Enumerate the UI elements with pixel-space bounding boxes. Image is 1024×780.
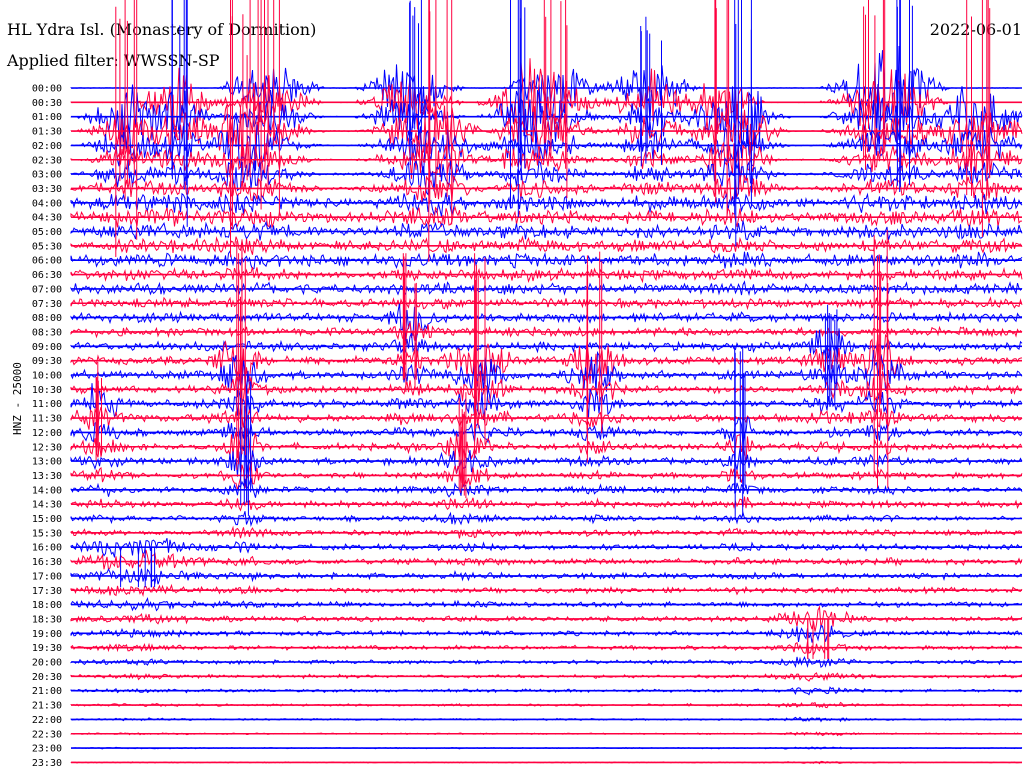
- row-time-label: 14:30: [32, 500, 62, 511]
- row-time-label: 16:00: [32, 543, 62, 554]
- row-time-label: 09:00: [32, 342, 62, 353]
- row-time-label: 16:30: [32, 557, 62, 568]
- row-time-label: 22:00: [32, 715, 62, 726]
- trace-line: [70, 370, 1023, 405]
- trace-line: [70, 477, 1023, 498]
- row-time-label: 22:30: [32, 729, 62, 740]
- row-time-label: 03:00: [32, 170, 62, 181]
- row-time-label: 17:30: [32, 586, 62, 597]
- row-time-label: 10:30: [32, 385, 62, 396]
- row-time-label: 13:30: [32, 471, 62, 482]
- row-time-label: 19:30: [32, 643, 62, 654]
- row-time-label: 15:30: [32, 528, 62, 539]
- row-time-label: 21:00: [32, 686, 62, 697]
- row-time-label: 23:30: [32, 758, 62, 769]
- row-time-label: 12:30: [32, 442, 62, 453]
- row-time-label: 08:00: [32, 313, 62, 324]
- row-time-label: 02:30: [32, 155, 62, 166]
- time-label-group: 00:00 00:30 01:00 01:30 02:00 02:30 03:00 03:30…: [32, 84, 62, 769]
- trace-group: [70, 0, 1023, 765]
- trace-line: [70, 296, 1023, 311]
- trace-line: [70, 220, 1023, 241]
- row-time-label: 09:30: [32, 356, 62, 367]
- row-time-label: 00:00: [32, 84, 62, 95]
- row-time-label: 04:30: [32, 213, 62, 224]
- row-time-label: 19:00: [32, 629, 62, 640]
- date-label: 2022-06-01: [929, 20, 1022, 39]
- row-time-label: 11:30: [32, 414, 62, 425]
- row-time-label: 14:00: [32, 485, 62, 496]
- row-time-label: 05:30: [32, 241, 62, 252]
- row-time-label: 18:30: [32, 614, 62, 625]
- row-time-label: 21:30: [32, 701, 62, 712]
- row-time-label: 01:30: [32, 127, 62, 138]
- row-time-label: 06:30: [32, 270, 62, 281]
- row-time-label: 17:00: [32, 571, 62, 582]
- row-time-label: 01:00: [32, 112, 62, 123]
- row-time-label: 20:30: [32, 672, 62, 683]
- row-time-label: 12:00: [32, 428, 62, 439]
- row-time-label: 08:30: [32, 327, 62, 338]
- row-time-label: 18:00: [32, 600, 62, 611]
- row-time-label: 07:00: [32, 284, 62, 295]
- row-time-label: 15:00: [32, 514, 62, 525]
- trace-line: [70, 249, 1023, 270]
- row-time-label: 00:30: [32, 98, 62, 109]
- trace-line: [70, 303, 1023, 343]
- row-time-label: 02:00: [32, 141, 62, 152]
- row-time-label: 13:00: [32, 457, 62, 468]
- filter-label: Applied filter: WWSSN-SP: [7, 51, 220, 70]
- row-time-label: 06:00: [32, 256, 62, 267]
- row-time-label: 23:00: [32, 744, 62, 755]
- row-time-label: 11:00: [32, 399, 62, 410]
- trace-line: [70, 416, 1023, 446]
- row-time-label: 20:00: [32, 658, 62, 669]
- trace-line: [70, 406, 1023, 430]
- row-time-label: 05:00: [32, 227, 62, 238]
- row-time-label: 04:00: [32, 198, 62, 209]
- trace-line: [70, 156, 1023, 196]
- trace-line: [70, 549, 1023, 571]
- row-time-label: 07:30: [32, 299, 62, 310]
- station-title: HL Ydra Isl. (Monastery of Dormition): [7, 20, 317, 39]
- trace-line: [70, 174, 1023, 203]
- row-time-label: 03:30: [32, 184, 62, 195]
- row-time-label: 10:00: [32, 371, 62, 382]
